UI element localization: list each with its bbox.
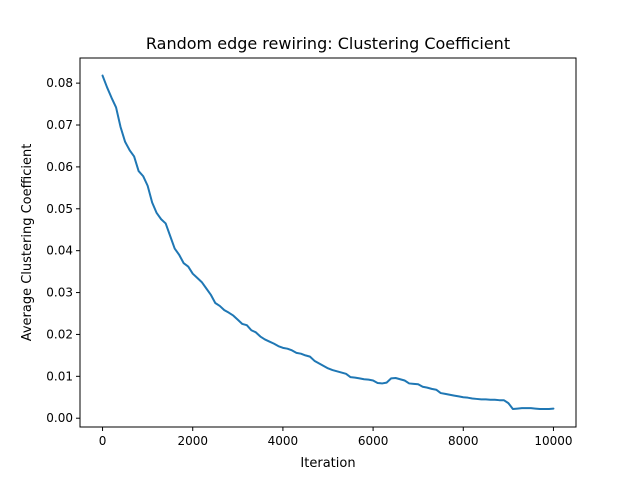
x-tick-label: 0 <box>99 434 107 448</box>
chart-title: Random edge rewiring: Clustering Coeffic… <box>146 34 510 53</box>
y-tick-label: 0.07 <box>46 118 73 132</box>
y-tick-label: 0.08 <box>46 76 73 90</box>
y-axis: 0.00 0.01 0.02 0.03 0.04 0.05 0.06 0.07 0.08 <box>46 76 80 425</box>
x-tick-label: 8000 <box>448 434 479 448</box>
y-tick-label: 0.05 <box>46 202 73 216</box>
y-tick-label: 0.03 <box>46 286 73 300</box>
x-axis: 0 2000 4000 6000 8000 10000 <box>99 427 573 448</box>
y-tick-label: 0.02 <box>46 327 73 341</box>
x-tick-label: 10000 <box>534 434 572 448</box>
y-tick-label: 0.00 <box>46 411 73 425</box>
y-axis-label: Average Clustering Coefficient <box>20 144 35 342</box>
y-tick-label: 0.06 <box>46 160 73 174</box>
y-tick-label: 0.01 <box>46 369 73 383</box>
series-line-clustering-coefficient <box>101 74 555 410</box>
x-tick-label: 6000 <box>358 434 389 448</box>
plot-frame <box>79 57 577 428</box>
x-tick-label: 4000 <box>268 434 299 448</box>
x-axis-label: Iteration <box>300 456 355 471</box>
plot-area <box>101 74 555 410</box>
x-tick-label: 2000 <box>177 434 208 448</box>
y-tick-label: 0.04 <box>46 244 73 258</box>
